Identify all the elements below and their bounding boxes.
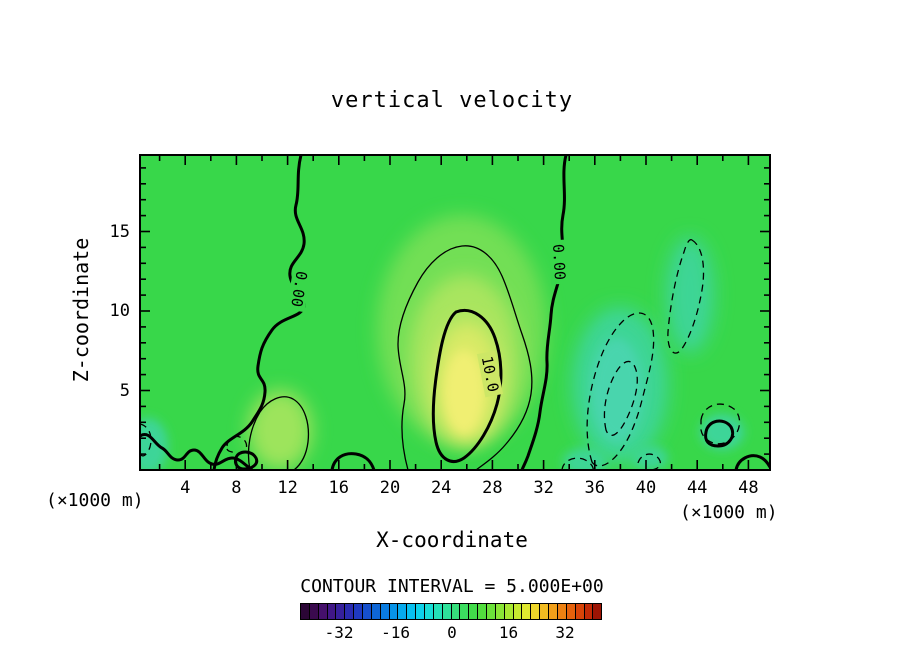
colorbar-tick-label: 0 [447,623,457,642]
colorbar-cell [574,604,584,619]
x-axis-title: X-coordinate [376,528,528,552]
contour-neg-bottom-a [561,457,594,470]
colorbar-cell [370,604,380,619]
zero-and-thick-contours [140,155,770,470]
field-fill [140,155,770,470]
colorbar-cell [539,604,549,619]
contour-neg-left-edge [140,423,152,457]
x-tick-label: 16 [328,478,350,498]
colorbar-tick-label: 16 [498,623,519,642]
colorbar-cell [450,604,460,619]
zero-contour-right [520,155,568,470]
contour-neg-small-left [226,435,248,454]
contour-neg5-inner [603,360,638,437]
contour-neg5-main [586,312,655,467]
x-tick-label: 44 [686,478,708,498]
colorbar-tick-label: -16 [381,623,410,642]
colorbar-cell [424,604,433,619]
updraft-core-shade [444,350,484,434]
colorbar-cell [406,604,416,619]
contour-label-group: 0.00 0.00 10.0 [286,239,570,398]
colorbar-cell [388,604,398,619]
y-tick-label: 15 [109,221,130,242]
x-axis-units: (×1000 m) [680,502,778,523]
contour-10-loop [431,309,503,463]
contour-5-left [247,396,310,470]
x-tick-label: 24 [430,478,452,498]
contour-label-zero-right: 0.00 [549,243,569,280]
colorbar-cell [301,604,309,619]
left-positive-shade [248,390,312,470]
colorbar-cell [530,604,540,619]
contour-label-zero-left: 0.00 [287,270,310,308]
colorbar-cell [432,604,442,619]
contour-label-mask [286,265,312,313]
colorbar-cell [335,604,345,619]
x-tick-label: 8 [231,478,242,498]
colorbar-cell [308,604,318,619]
x-tick-label: 20 [379,478,401,498]
colorbar-tick-label: 32 [555,623,575,642]
x-tick-label: 28 [482,478,503,498]
colorbar-cell [477,604,487,619]
zero-contour-bottom-bump [330,452,376,470]
contour-label-mask [476,350,504,398]
contour-5-central [397,245,533,470]
colorbar-cell [494,604,504,619]
colorbar-cell [565,604,575,619]
colorbar-tick-label: -32 [324,623,354,642]
y-tick-label: 5 [119,380,130,401]
colorbar-cell [503,604,513,619]
colorbar-cell [397,604,407,619]
x-tick-label: 48 [738,478,759,498]
bottom-negative-shade [563,448,607,470]
colorbar-cell [592,604,602,619]
zero-contour-left [212,155,306,470]
y-axis-units: (×1000 m) [46,490,144,511]
left-edge-negative-shade [140,418,168,470]
colorbar-cell [317,604,327,619]
colorbar-cell [459,604,469,619]
plot-frame [139,154,771,471]
colorbar [300,603,602,620]
contour-neg-upper-right [667,239,705,354]
contour-neg-right-lower [700,403,741,445]
zero-contour-bottom-right [734,454,770,470]
colorbar-cell [379,604,389,619]
colorbar-cell [441,604,451,619]
colorbar-cell [486,604,495,619]
colorbar-cell [521,604,531,619]
x-tick-label: 36 [584,478,606,498]
downdraft-core-shade [591,338,643,442]
colorbar-cell [548,604,557,619]
upper-right-negative-shade [666,237,714,353]
x-tick-label: 32 [533,478,554,498]
x-tick-label: 4 [180,478,191,498]
colorbar-cell [512,604,522,619]
colorbar-cell [415,604,425,619]
x-tick-label: 40 [635,478,657,498]
contour-label-mask [548,239,570,285]
y-tick-label: 10 [109,301,130,321]
colorbar-cell [362,604,371,619]
axis-ticks [140,155,770,470]
colorbar-cell [353,604,363,619]
colorbar-cell [326,604,336,619]
colorbar-cell [344,604,354,619]
chart-title: vertical velocity [330,88,574,113]
zero-contour-bottom-left [140,433,253,470]
bottom-negative-shade [632,446,668,470]
colorbar-cell [556,604,566,619]
colorbar-cell [468,604,478,619]
negative-contours [140,239,741,470]
colorbar-cell [583,604,593,619]
positive-contours [247,245,533,470]
x-tick-label: 12 [277,478,298,498]
contour-interval-label: CONTOUR INTERVAL = 5.000E+00 [300,576,604,597]
contour-neg-bottom-b [637,453,662,470]
